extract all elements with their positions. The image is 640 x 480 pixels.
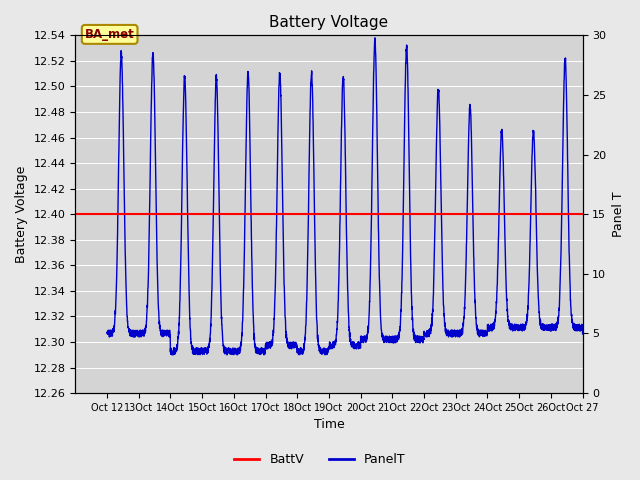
- Text: BA_met: BA_met: [84, 28, 134, 41]
- Y-axis label: Panel T: Panel T: [612, 192, 625, 237]
- X-axis label: Time: Time: [314, 419, 344, 432]
- Y-axis label: Battery Voltage: Battery Voltage: [15, 166, 28, 263]
- Legend: BattV, PanelT: BattV, PanelT: [229, 448, 411, 471]
- Title: Battery Voltage: Battery Voltage: [269, 15, 388, 30]
